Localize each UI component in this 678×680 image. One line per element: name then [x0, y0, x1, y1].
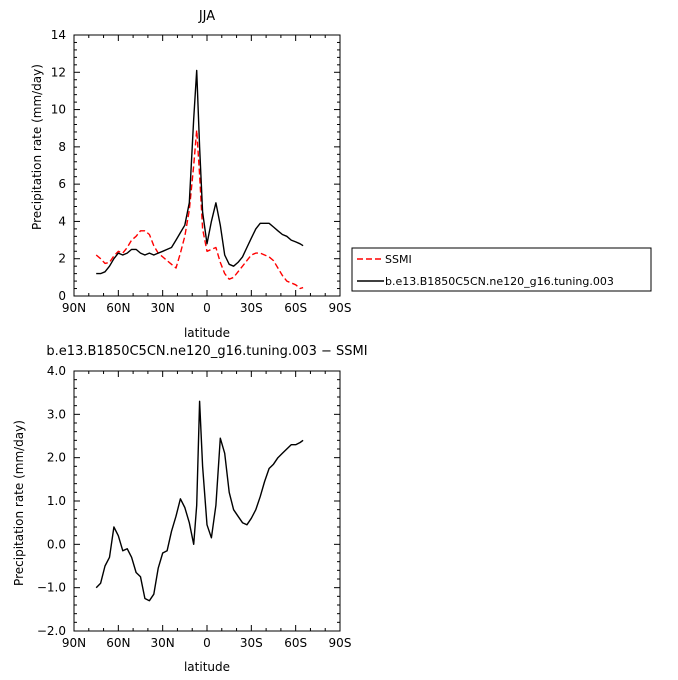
chart-bottom-title: b.e13.B1850C5CN.ne120_g16.tuning.003 − S…: [46, 344, 367, 359]
chart-top-title: JJA: [198, 9, 215, 24]
x-tick-label-top: 30N: [151, 301, 175, 315]
y-tick-label-top: 14: [51, 28, 66, 42]
x-tick-label-bottom: 30S: [240, 636, 263, 650]
plot-frame-bottom: [73, 370, 341, 632]
y-tick-label-bottom: −1.0: [37, 581, 66, 595]
chart-bottom-series: [95, 400, 304, 602]
chart-bottom-xlabel: latitude: [184, 660, 230, 674]
legend-label-model: b.e13.B1850C5CN.ne120_g16.tuning.003: [385, 275, 614, 288]
x-tick-label-top: 90S: [329, 301, 352, 315]
x-tick-label-bottom: 90S: [329, 636, 352, 650]
y-tick-label-bottom: 0.0: [47, 537, 66, 551]
series-line-model-bottom: [95, 400, 304, 602]
chart-bottom: b.e13.B1850C5CN.ne120_g16.tuning.003 − S…: [12, 344, 368, 674]
x-tick-label-bottom: 0: [203, 636, 211, 650]
chart-top-axes: 90N 60N 30N 0 30S 60S 90S 0 2 4 6 8 10 12 14: [51, 28, 352, 315]
y-tick-label-bottom: −2.0: [37, 624, 66, 638]
x-tick-label-top: 90N: [62, 301, 86, 315]
y-tick-label-top: 10: [51, 103, 66, 117]
y-tick-label-bottom: 1.0: [47, 494, 66, 508]
chart-top: JJA Precipitation rate (mm/day) latitude…: [30, 9, 351, 340]
y-tick-label-top: 2: [58, 252, 66, 266]
x-tick-label-top: 60N: [106, 301, 130, 315]
series-line-model-top: [96, 69, 304, 275]
y-tick-label-top: 4: [58, 214, 66, 228]
chart-top-xlabel: latitude: [184, 326, 230, 340]
chart-top-ylabel: Precipitation rate (mm/day): [30, 64, 44, 230]
x-tick-label-bottom: 30N: [151, 636, 175, 650]
x-tick-label-bottom: 60N: [106, 636, 130, 650]
x-tick-label-top: 60S: [284, 301, 307, 315]
y-tick-label-bottom: 2.0: [47, 451, 66, 465]
legend: SSMI b.e13.B1850C5CN.ne120_g16.tuning.00…: [351, 247, 652, 292]
chart-bottom-axes: 90N 60N 30N 0 30S 60S 90S −2.0 −1.0 0.0 1.0 2.0 3.0 4…: [37, 364, 352, 650]
legend-label-ssmi: SSMI: [385, 253, 412, 266]
chart-top-series: [95, 69, 304, 290]
x-tick-label-top: 30S: [240, 301, 263, 315]
chart-bottom-ylabel: Precipitation rate (mm/day): [12, 420, 26, 586]
x-tick-label-top: 0: [203, 301, 211, 315]
y-tick-label-top: 0: [58, 289, 66, 303]
x-tick-label-bottom: 60S: [284, 636, 307, 650]
y-tick-label-top: 8: [58, 140, 66, 154]
y-tick-label-bottom: 4.0: [47, 364, 66, 378]
legend-box: [351, 247, 652, 292]
x-tick-label-bottom: 90N: [62, 636, 86, 650]
y-tick-label-top: 6: [58, 177, 66, 191]
y-tick-label-top: 12: [51, 65, 66, 79]
y-tick-label-bottom: 3.0: [47, 407, 66, 421]
